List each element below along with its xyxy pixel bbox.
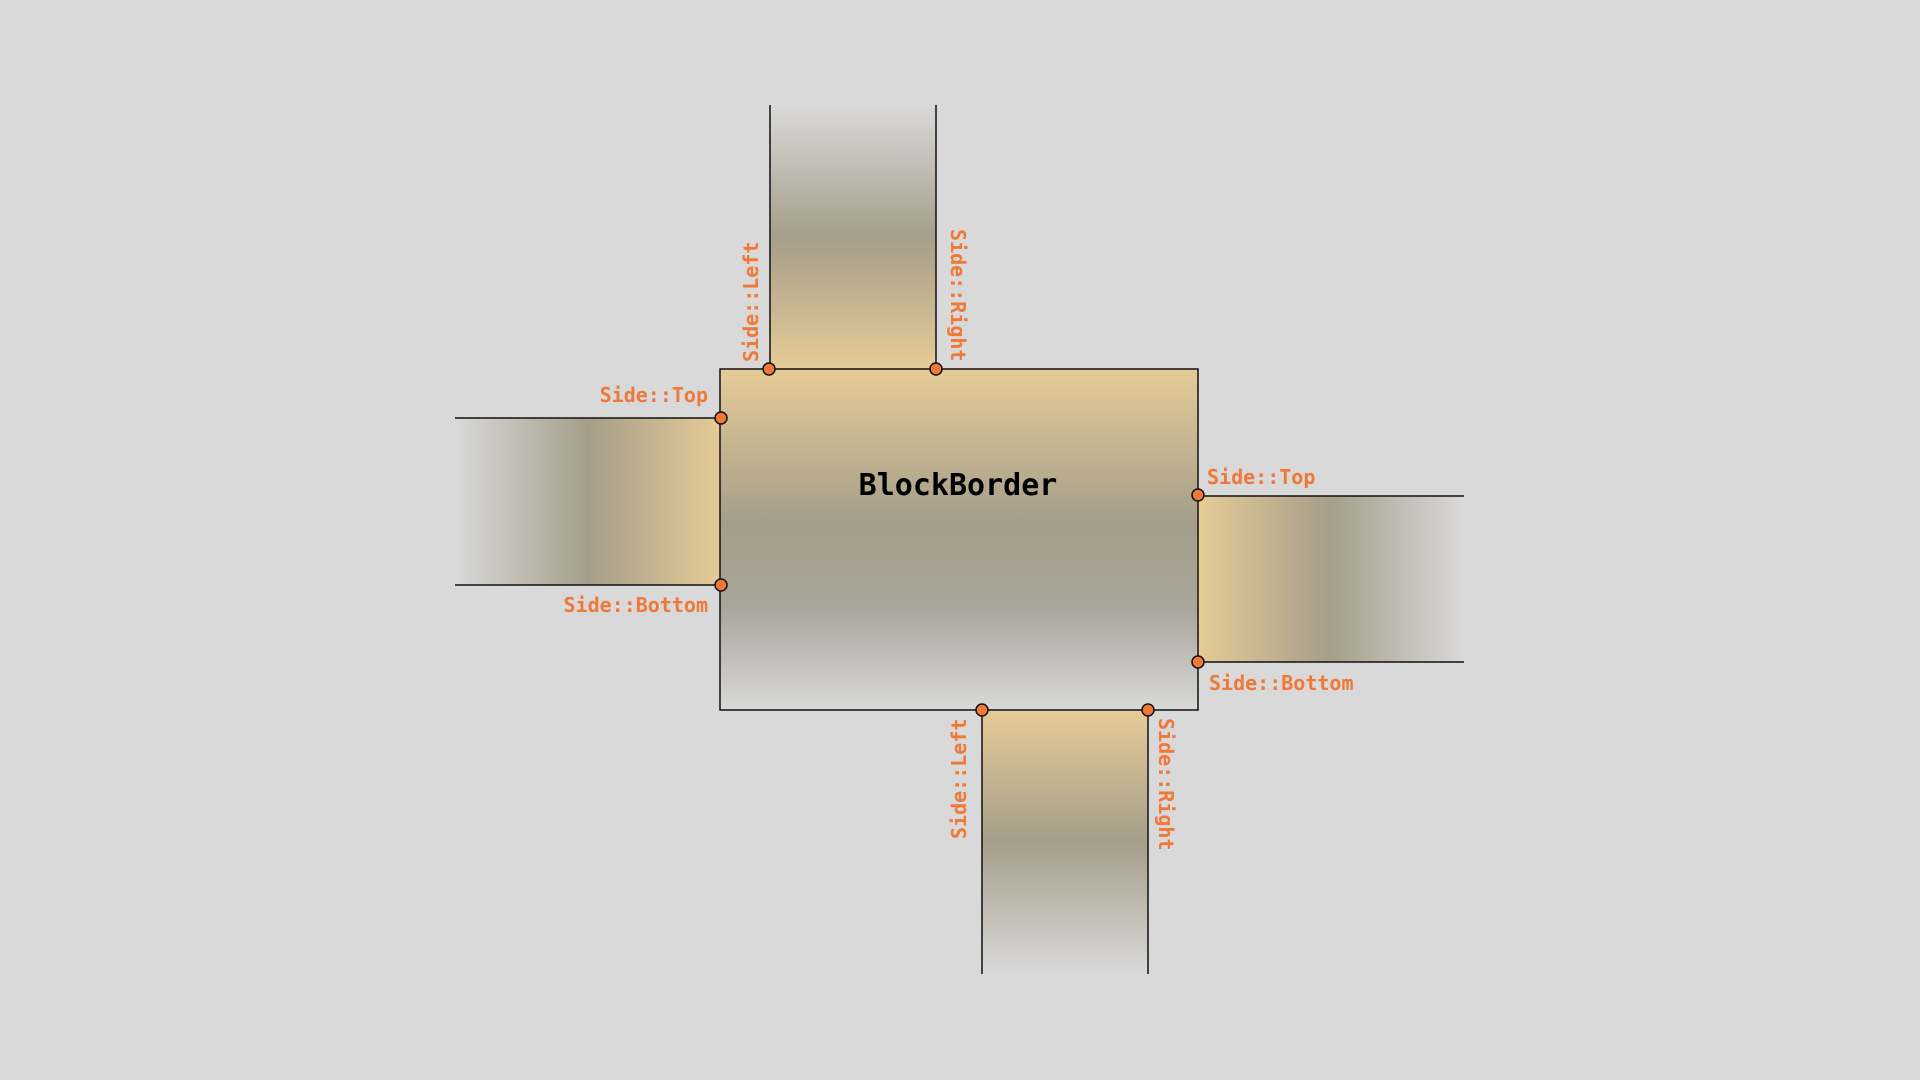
bottom-connector-left-label: Side::Left — [947, 719, 971, 839]
right-connector-top-label: Side::Top — [1207, 465, 1315, 489]
bottom-connector-right-label: Side::Right — [1154, 718, 1178, 850]
anchor-dot-bottom-left — [975, 703, 989, 717]
bottom-connector-fill — [982, 710, 1148, 974]
right-connector-fill — [1198, 496, 1464, 662]
right-connector-bottom-label: Side::Bottom — [1209, 671, 1354, 695]
anchor-dot-left-bottom — [714, 578, 728, 592]
top-connector-left-label: Side::Left — [739, 242, 763, 362]
block-title: BlockBorder — [859, 468, 1058, 503]
block-border-box — [719, 368, 1199, 711]
anchor-dot-right-bottom — [1191, 655, 1205, 669]
anchor-dot-right-top — [1191, 488, 1205, 502]
anchor-dot-bottom-right — [1141, 703, 1155, 717]
top-connector-fill — [770, 105, 936, 369]
anchor-dot-top-right — [929, 362, 943, 376]
top-connector-right-label: Side::Right — [946, 229, 970, 361]
left-connector-fill — [455, 418, 721, 585]
left-connector-top-label: Side::Top — [600, 383, 708, 407]
anchor-dot-top-left — [762, 362, 776, 376]
anchor-dot-left-top — [714, 411, 728, 425]
left-connector-bottom-label: Side::Bottom — [564, 593, 709, 617]
